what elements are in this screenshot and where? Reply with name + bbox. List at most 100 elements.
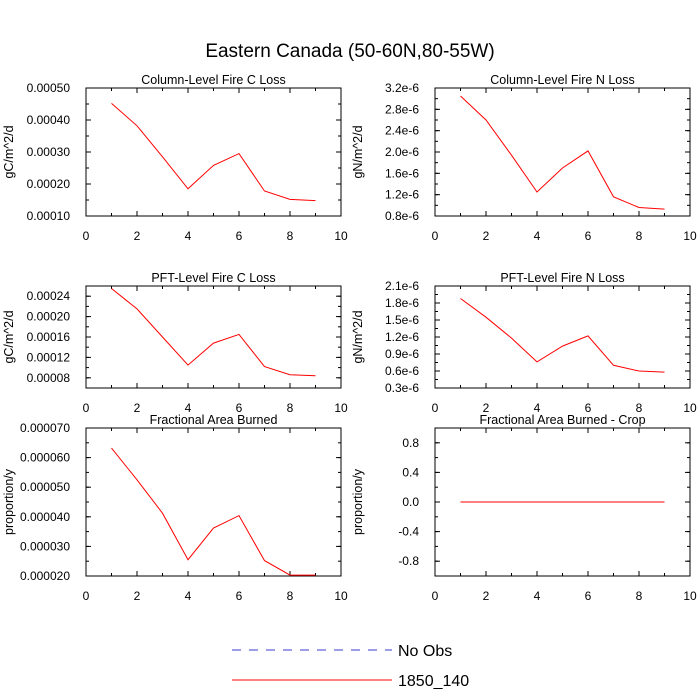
panel-title: PFT-Level Fire C Loss bbox=[151, 271, 275, 285]
y-tick-label: 0.00012 bbox=[27, 350, 71, 364]
x-tick-label: 4 bbox=[185, 401, 192, 415]
y-axis-label: gC/m^2/d bbox=[2, 125, 16, 178]
x-tick-label: 0 bbox=[432, 229, 439, 243]
x-tick-label: 10 bbox=[683, 401, 697, 415]
chart-panel-6: Fractional Area Burned - Crop proportion/… bbox=[351, 413, 697, 603]
y-tick-label: 3.2e-6 bbox=[385, 81, 419, 95]
legend: No Obs 1850_140 bbox=[232, 643, 469, 690]
y-axis-label: gC/m^2/d bbox=[2, 310, 16, 363]
series-line-1 bbox=[460, 95, 665, 210]
series-line-1 bbox=[460, 298, 665, 373]
x-tick-label: 0 bbox=[83, 589, 90, 603]
y-tick-label: 0.00010 bbox=[27, 209, 71, 223]
x-tick-label: 8 bbox=[287, 229, 294, 243]
x-tick-label: 10 bbox=[334, 229, 348, 243]
panel-title: Column-Level Fire C Loss bbox=[141, 73, 286, 87]
y-tick-label: 0.4 bbox=[402, 465, 419, 479]
x-tick-label: 2 bbox=[134, 229, 141, 243]
x-tick-label: 2 bbox=[134, 589, 141, 603]
x-tick-label: 6 bbox=[236, 589, 243, 603]
plot-frame bbox=[85, 87, 342, 217]
y-tick-label: 0.3e-6 bbox=[385, 381, 419, 395]
y-tick-label: 0.000070 bbox=[20, 421, 70, 435]
panels: Column-Level Fire C Loss gC/m^2/d 0 2 4 6 8 10 0… bbox=[2, 73, 697, 603]
x-tick-label: 8 bbox=[287, 589, 294, 603]
y-axis-label: proportion/y bbox=[2, 468, 16, 535]
plot-frame bbox=[434, 87, 691, 217]
panel-title: PFT-Level Fire N Loss bbox=[500, 271, 624, 285]
y-tick-label: 1.8e-6 bbox=[385, 296, 419, 310]
chart-panel-4: PFT-Level Fire N Loss gN/m^2/d 0 2 4 6 8 10 0.3e… bbox=[351, 271, 697, 415]
x-tick-label: 10 bbox=[334, 589, 348, 603]
legend-label: 1850_140 bbox=[398, 673, 469, 690]
x-tick-label: 2 bbox=[483, 589, 490, 603]
y-tick-label: 0.00040 bbox=[27, 113, 71, 127]
y-tick-label: 0.00020 bbox=[27, 177, 71, 191]
legend-label: No Obs bbox=[398, 643, 452, 660]
x-tick-label: 4 bbox=[534, 229, 541, 243]
y-tick-label: 0.000020 bbox=[20, 569, 70, 583]
x-tick-label: 2 bbox=[134, 401, 141, 415]
x-tick-label: 6 bbox=[236, 229, 243, 243]
y-tick-label: 0.000040 bbox=[20, 510, 70, 524]
y-tick-label: 1.2e-6 bbox=[385, 330, 419, 344]
y-tick-label: 0.6e-6 bbox=[385, 364, 419, 378]
chart-panel-3: PFT-Level Fire C Loss gC/m^2/d 0 2 4 6 8 10 0.00… bbox=[2, 271, 348, 415]
series-line-1 bbox=[111, 103, 316, 202]
x-tick-label: 2 bbox=[483, 229, 490, 243]
y-tick-label: 0.000030 bbox=[20, 539, 70, 553]
y-tick-label: 1.2e-6 bbox=[385, 188, 419, 202]
x-tick-label: 4 bbox=[185, 229, 192, 243]
x-tick-label: 0 bbox=[83, 401, 90, 415]
panel-title: Fractional Area Burned - Crop bbox=[479, 413, 645, 427]
y-tick-label: 2.0e-6 bbox=[385, 145, 419, 159]
x-tick-label: 4 bbox=[185, 589, 192, 603]
plot-frame bbox=[434, 285, 691, 389]
x-tick-label: 10 bbox=[683, 229, 697, 243]
x-tick-label: 0 bbox=[83, 229, 90, 243]
plot-frame bbox=[85, 427, 342, 577]
y-tick-label: 0.00024 bbox=[27, 289, 71, 303]
y-tick-label: 0.9e-6 bbox=[385, 347, 419, 361]
y-tick-label: 0.00008 bbox=[27, 371, 71, 385]
x-tick-label: 10 bbox=[683, 589, 697, 603]
y-tick-label: -0.4 bbox=[398, 525, 419, 539]
series-line-1 bbox=[111, 288, 316, 377]
y-axis-label: gN/m^2/d bbox=[351, 125, 365, 178]
panel-title: Column-Level Fire N Loss bbox=[490, 73, 635, 87]
y-tick-label: 0.00030 bbox=[27, 145, 71, 159]
chart-panel-1: Column-Level Fire C Loss gC/m^2/d 0 2 4 6 8 10 0… bbox=[2, 73, 348, 243]
plot-frame bbox=[85, 285, 342, 389]
x-tick-label: 4 bbox=[534, 589, 541, 603]
y-tick-label: 0.0 bbox=[402, 495, 419, 509]
x-tick-label: 2 bbox=[483, 401, 490, 415]
x-tick-label: 6 bbox=[585, 589, 592, 603]
y-tick-label: -0.8 bbox=[398, 554, 419, 568]
y-tick-label: 1.6e-6 bbox=[385, 166, 419, 180]
y-tick-label: 0.00016 bbox=[27, 330, 71, 344]
x-tick-label: 8 bbox=[287, 401, 294, 415]
y-tick-label: 0.00020 bbox=[27, 310, 71, 324]
x-tick-label: 8 bbox=[636, 401, 643, 415]
y-tick-label: 0.8 bbox=[402, 436, 419, 450]
x-tick-label: 4 bbox=[534, 401, 541, 415]
x-tick-label: 0 bbox=[432, 589, 439, 603]
x-tick-label: 0 bbox=[432, 401, 439, 415]
series-line-1 bbox=[111, 447, 316, 576]
y-tick-label: 0.000050 bbox=[20, 480, 70, 494]
x-tick-label: 10 bbox=[334, 401, 348, 415]
y-tick-label: 0.000060 bbox=[20, 451, 70, 465]
figure-title: Eastern Canada (50-60N,80-55W) bbox=[205, 41, 494, 62]
chart-panel-5: Fractional Area Burned proportion/y 0 2 4 6 8 1… bbox=[2, 413, 348, 603]
x-tick-label: 6 bbox=[236, 401, 243, 415]
y-axis-label: proportion/y bbox=[351, 468, 365, 535]
y-axis-label: gN/m^2/d bbox=[351, 310, 365, 363]
chart-panel-2: Column-Level Fire N Loss gN/m^2/d 0 2 4 6 8 10 0… bbox=[351, 73, 697, 243]
y-tick-label: 0.8e-6 bbox=[385, 209, 419, 223]
x-tick-label: 8 bbox=[636, 229, 643, 243]
y-tick-label: 0.00050 bbox=[27, 81, 71, 95]
y-tick-label: 1.5e-6 bbox=[385, 313, 419, 327]
x-tick-label: 6 bbox=[585, 401, 592, 415]
y-tick-label: 2.8e-6 bbox=[385, 102, 419, 116]
